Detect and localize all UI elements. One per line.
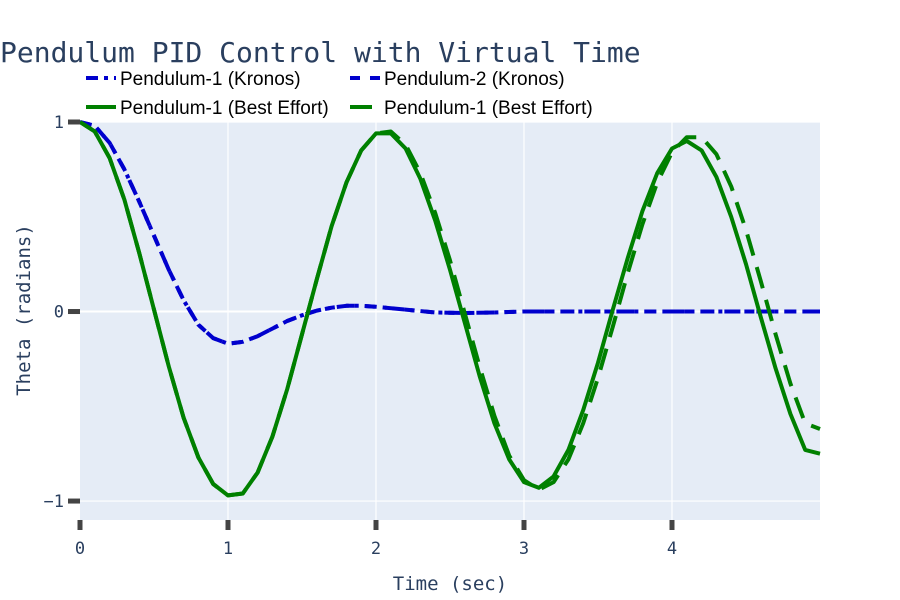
legend-label: Pendulum-1 (Best Effort): [384, 98, 593, 119]
x-tick-label: 0: [75, 539, 85, 559]
series-line-2: [79, 120, 820, 346]
plot-area: [80, 122, 820, 520]
grid: [80, 121, 820, 520]
x-tick-label: 3: [519, 539, 529, 559]
legend-item-2[interactable]: Pendulum-2 (Kronos): [350, 69, 565, 90]
legend[interactable]: Pendulum-1 (Kronos) Pendulum-2 (Kronos) Pe…: [86, 69, 593, 119]
legend-label: Pendulum-2 (Kronos): [384, 69, 565, 90]
x-tick-label: 1: [223, 539, 233, 559]
x-axis-title: Time (sec): [393, 573, 507, 595]
series-line-3: [78, 120, 821, 498]
y-tick-label: 1: [54, 113, 64, 133]
y-tick-label: −1: [44, 492, 64, 512]
x-tick-label: 4: [667, 539, 677, 559]
y-tick-label: 0: [54, 303, 64, 323]
legend-label: Pendulum-1 (Kronos): [120, 69, 301, 90]
x-tick-label: 2: [371, 539, 381, 559]
axes: 0 1 2 3 4 1 0 −1: [44, 113, 678, 559]
legend-item-4[interactable]: Pendulum-1 (Best Effort): [350, 98, 593, 119]
legend-item-1[interactable]: Pendulum-1 (Kronos): [86, 69, 301, 90]
y-axis-title: Theta (radians): [13, 224, 35, 396]
legend-label: Pendulum-1 (Best Effort): [120, 98, 329, 119]
chart-title: Pendulum PID Control with Virtual Time: [0, 36, 641, 69]
series-line-4: [78, 120, 821, 498]
legend-item-3[interactable]: Pendulum-1 (Best Effort): [86, 98, 329, 119]
series-layer: [78, 120, 821, 498]
